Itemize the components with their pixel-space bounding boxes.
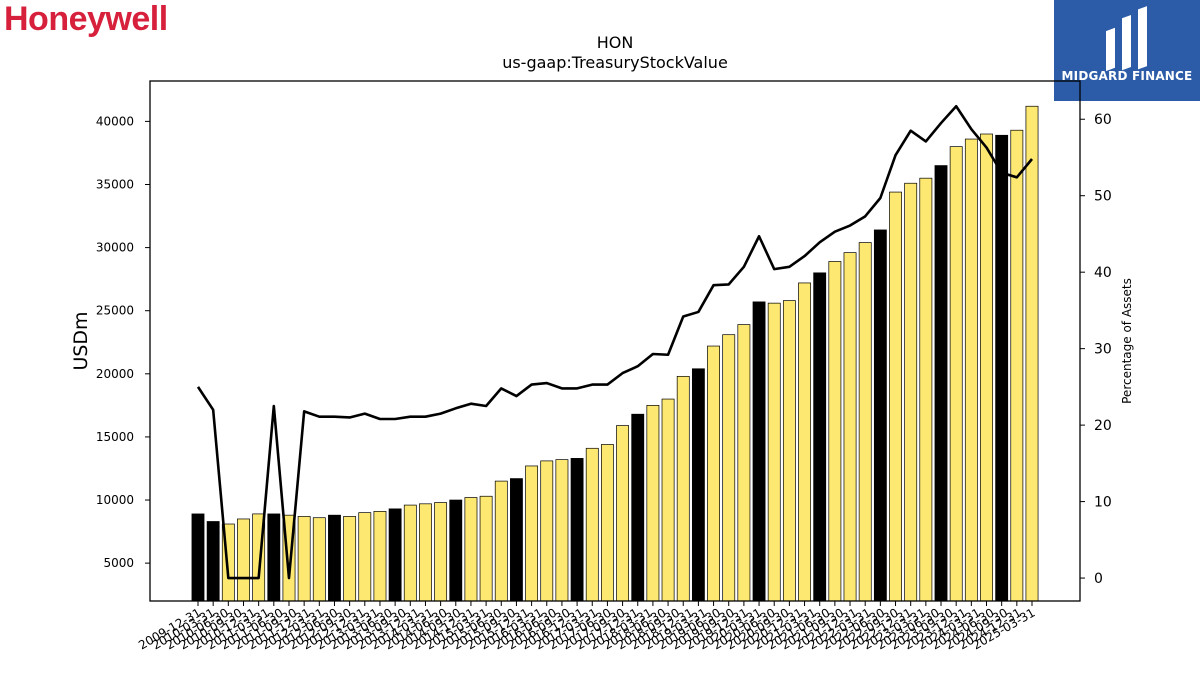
bar <box>919 177 933 602</box>
chart-subtitle: us-gaap:TreasuryStockValue <box>502 53 728 72</box>
bar <box>934 165 948 602</box>
bar <box>510 478 523 602</box>
y-tick-label: 5000 <box>103 556 134 570</box>
y2-tick-label: 50 <box>1094 189 1112 205</box>
y-tick-label: 15000 <box>96 430 134 444</box>
bar <box>691 368 705 602</box>
y2-axis-label: Percentage of Assets <box>1120 278 1134 404</box>
bar <box>600 444 614 602</box>
bar <box>237 518 250 602</box>
bar <box>949 146 963 602</box>
bar <box>328 514 341 602</box>
bar <box>813 272 827 602</box>
bar <box>191 513 205 602</box>
bar <box>676 375 690 602</box>
bar <box>525 465 539 602</box>
bar <box>464 497 478 602</box>
axes-group: 5000 10000 15000 20000 25000 30000 35000 40000 0… <box>96 80 1112 652</box>
y-tick-label: 35000 <box>96 177 134 191</box>
bar <box>388 508 402 602</box>
percentage-of-assets-line <box>196 104 1034 580</box>
midgard-finance-text: MIDGARD FINANCE <box>1061 69 1193 83</box>
plot-frame <box>149 80 1081 602</box>
bar <box>494 480 508 602</box>
bar <box>373 511 387 602</box>
bar <box>889 191 902 602</box>
bar <box>858 242 872 602</box>
bar <box>570 458 584 602</box>
bar <box>343 516 357 602</box>
y-tick-label: 40000 <box>96 114 134 128</box>
line-group <box>196 104 1034 580</box>
bar <box>646 405 660 602</box>
y2-tick-label: 60 <box>1094 112 1112 128</box>
bar <box>297 516 311 602</box>
bar <box>707 345 720 602</box>
bar <box>767 302 781 602</box>
bar <box>1025 105 1039 602</box>
y2-tick-label: 30 <box>1094 342 1112 358</box>
bar <box>904 182 918 602</box>
midgard-mark-icon <box>1106 6 1147 72</box>
y2-tick-label: 10 <box>1094 495 1112 511</box>
bars-group <box>191 105 1039 602</box>
bar <box>843 252 857 602</box>
bar <box>782 300 796 602</box>
y-tick-label: 30000 <box>96 241 134 255</box>
bar <box>585 447 599 602</box>
bar <box>737 324 751 602</box>
bar <box>555 459 569 602</box>
bar <box>419 503 432 602</box>
y2-tick-label: 40 <box>1094 265 1112 281</box>
bar <box>267 513 281 602</box>
bar <box>616 425 630 602</box>
bar <box>631 413 645 602</box>
bar <box>403 504 417 602</box>
bar <box>358 512 372 602</box>
honeywell-logo: Honeywell <box>4 0 168 38</box>
bar <box>312 517 326 602</box>
bar <box>798 282 811 602</box>
midgard-finance-logo: MIDGARD FINANCE <box>1054 0 1200 101</box>
y-tick-label: 20000 <box>96 367 134 381</box>
y-tick-label: 10000 <box>96 493 134 507</box>
bar <box>479 495 493 602</box>
chart-title: HON <box>597 33 634 52</box>
bar <box>752 301 766 602</box>
bar <box>206 521 220 602</box>
bar <box>449 499 463 602</box>
bar <box>1010 129 1024 602</box>
bar <box>980 133 993 602</box>
bar <box>661 398 675 602</box>
bar <box>873 229 887 602</box>
bar <box>995 134 1009 602</box>
bar <box>964 138 978 602</box>
y-tick-label: 25000 <box>96 304 134 318</box>
y2-tick-label: 0 <box>1094 571 1103 587</box>
bar <box>722 334 736 602</box>
y2-tick-label: 20 <box>1094 418 1112 434</box>
y-axis-label: USDm <box>70 311 92 370</box>
bar <box>828 261 842 602</box>
bar <box>540 460 554 602</box>
bar <box>434 502 448 602</box>
